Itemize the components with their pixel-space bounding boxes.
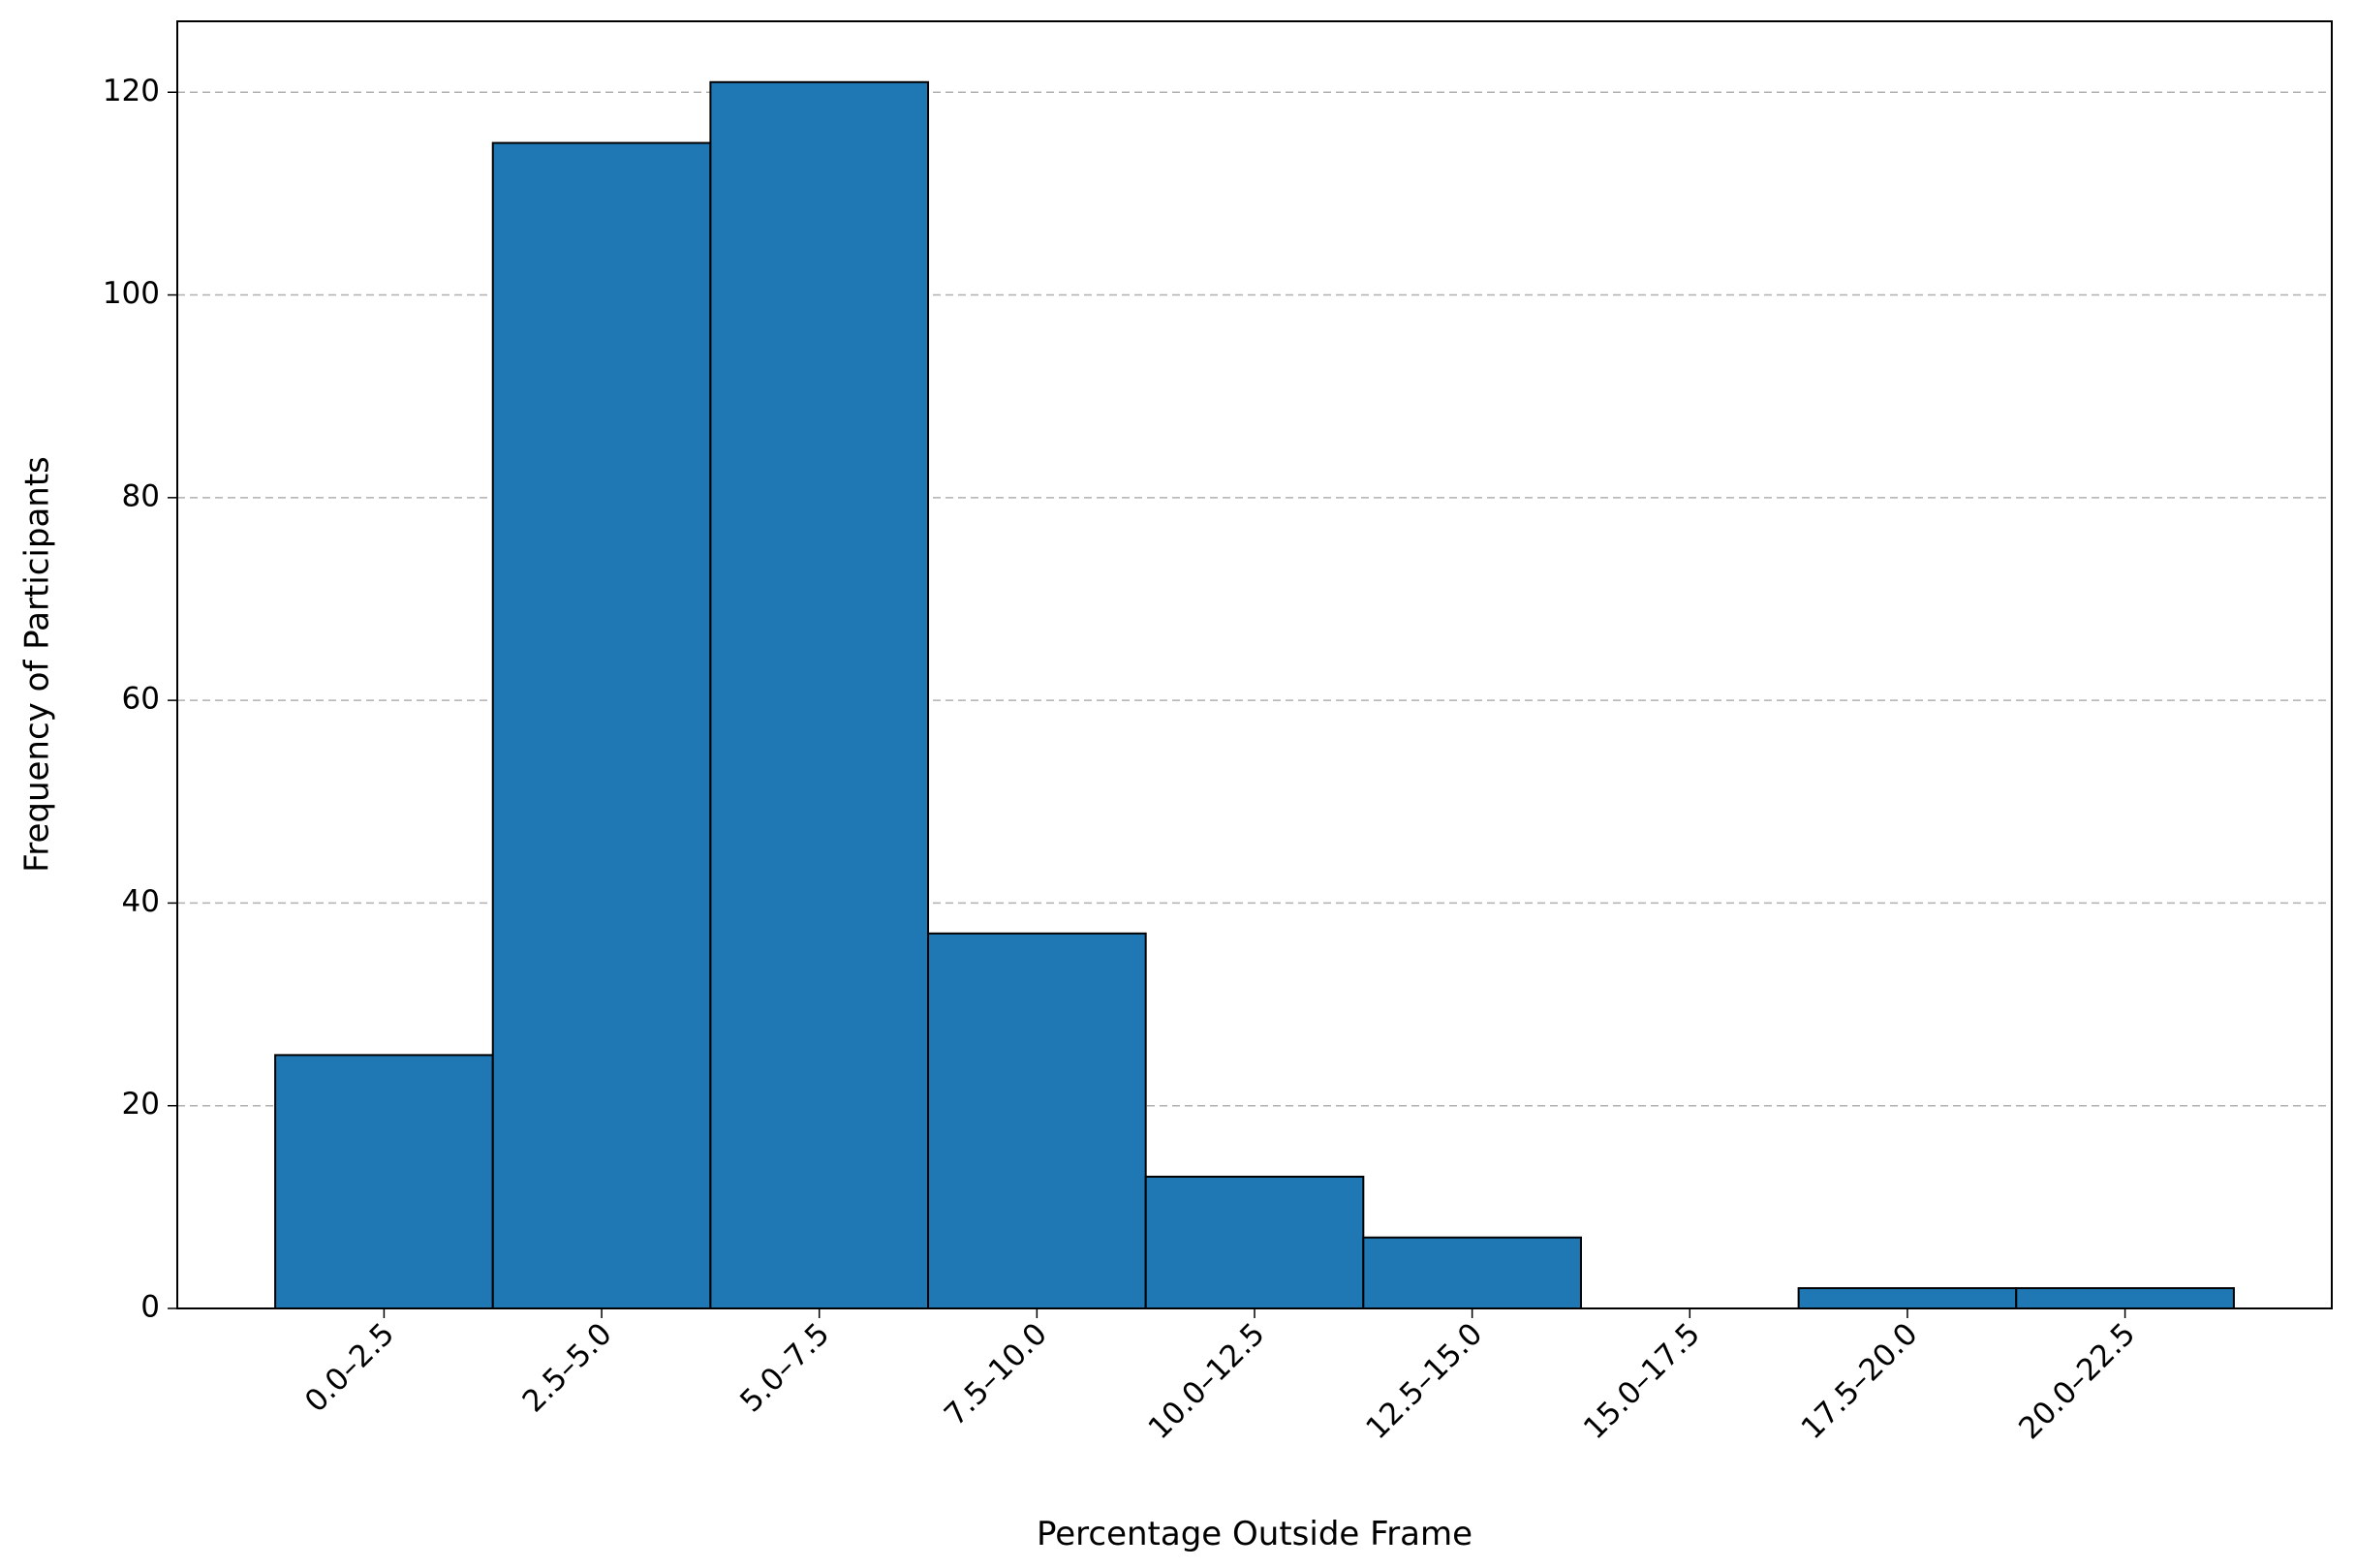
x-tick-label: 17.5–20.0: [1795, 1316, 1925, 1446]
bar: [2015, 1287, 2235, 1310]
x-tick-label: 5.0–7.5: [733, 1316, 836, 1419]
y-tick-label: 120: [103, 74, 160, 108]
bar: [927, 932, 1147, 1309]
x-tick-label: 15.0–17.5: [1577, 1316, 1707, 1446]
plot-frame: [176, 20, 2333, 1309]
x-tick-label: 7.5–10.0: [938, 1316, 1054, 1432]
x-tick-label: 2.5–5.0: [516, 1316, 619, 1419]
y-tick-label: 20: [122, 1087, 160, 1122]
y-tick-label: 80: [122, 478, 160, 513]
bar: [274, 1054, 494, 1310]
y-axis-label: Frequency of Participants: [18, 456, 57, 873]
bar: [1144, 1175, 1365, 1309]
y-tick-label: 40: [122, 884, 160, 919]
bar: [491, 141, 712, 1309]
y-tick-label: 100: [103, 276, 160, 311]
bar: [1362, 1236, 1582, 1310]
x-tick-label: 12.5–15.0: [1359, 1316, 1489, 1446]
y-tick-label: 0: [140, 1290, 160, 1325]
bar: [1797, 1287, 2018, 1310]
bar: [709, 80, 930, 1310]
x-tick-label: 20.0–22.5: [2012, 1316, 2142, 1446]
y-tick-label: 60: [122, 682, 160, 717]
x-tick-label: 0.0–2.5: [298, 1316, 401, 1419]
x-axis-label: Percentage Outside Frame: [1037, 1515, 1472, 1553]
x-tick-label: 10.0–12.5: [1142, 1316, 1272, 1446]
